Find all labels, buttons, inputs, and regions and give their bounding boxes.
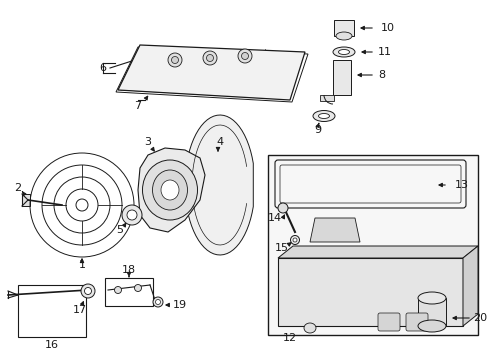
Ellipse shape xyxy=(153,297,163,307)
Text: 18: 18 xyxy=(122,265,136,275)
Ellipse shape xyxy=(292,238,296,242)
Ellipse shape xyxy=(114,287,121,293)
Ellipse shape xyxy=(278,203,287,213)
Ellipse shape xyxy=(338,49,349,54)
Text: 20: 20 xyxy=(472,313,486,323)
Bar xyxy=(332,60,350,95)
Text: 17: 17 xyxy=(73,305,87,315)
Text: 2: 2 xyxy=(15,183,21,193)
Ellipse shape xyxy=(203,51,217,65)
Ellipse shape xyxy=(206,54,213,62)
Text: 8: 8 xyxy=(378,70,385,80)
Ellipse shape xyxy=(238,49,251,63)
Bar xyxy=(18,285,86,337)
Text: 11: 11 xyxy=(377,47,391,57)
Ellipse shape xyxy=(312,111,334,122)
Text: 19: 19 xyxy=(173,300,187,310)
Bar xyxy=(333,20,353,36)
Bar xyxy=(319,95,333,101)
Polygon shape xyxy=(184,115,253,255)
Text: 4: 4 xyxy=(216,137,223,147)
Ellipse shape xyxy=(122,205,142,225)
Text: 14: 14 xyxy=(267,213,282,223)
Ellipse shape xyxy=(155,300,160,305)
Polygon shape xyxy=(278,246,477,258)
Text: 9: 9 xyxy=(314,125,321,135)
Ellipse shape xyxy=(142,160,197,220)
Ellipse shape xyxy=(335,32,351,40)
Ellipse shape xyxy=(168,53,182,67)
Text: 3: 3 xyxy=(144,137,151,147)
Polygon shape xyxy=(462,246,477,326)
Text: 10: 10 xyxy=(380,23,394,33)
Ellipse shape xyxy=(318,113,329,118)
Ellipse shape xyxy=(84,288,91,294)
Ellipse shape xyxy=(417,320,445,332)
Ellipse shape xyxy=(127,210,137,220)
Text: 6: 6 xyxy=(99,63,106,73)
Text: 16: 16 xyxy=(45,340,59,350)
Ellipse shape xyxy=(241,53,248,59)
FancyBboxPatch shape xyxy=(405,313,427,331)
Polygon shape xyxy=(138,148,204,232)
Ellipse shape xyxy=(171,57,178,63)
Polygon shape xyxy=(309,218,359,242)
Ellipse shape xyxy=(152,170,187,210)
Ellipse shape xyxy=(417,292,445,304)
Ellipse shape xyxy=(332,47,354,57)
Bar xyxy=(267,155,477,335)
Bar xyxy=(105,278,153,306)
Ellipse shape xyxy=(81,284,95,298)
Ellipse shape xyxy=(161,180,179,200)
Text: 1: 1 xyxy=(79,260,85,270)
Text: 5: 5 xyxy=(116,225,123,235)
Ellipse shape xyxy=(304,323,315,333)
Bar xyxy=(22,194,30,206)
Text: 15: 15 xyxy=(274,243,288,253)
Text: 13: 13 xyxy=(454,180,468,190)
Polygon shape xyxy=(118,45,305,100)
Ellipse shape xyxy=(290,235,299,244)
FancyBboxPatch shape xyxy=(377,313,399,331)
Bar xyxy=(278,258,462,326)
Text: 12: 12 xyxy=(283,333,296,343)
Bar xyxy=(417,298,445,326)
Ellipse shape xyxy=(134,284,141,292)
Text: 7: 7 xyxy=(134,101,141,111)
